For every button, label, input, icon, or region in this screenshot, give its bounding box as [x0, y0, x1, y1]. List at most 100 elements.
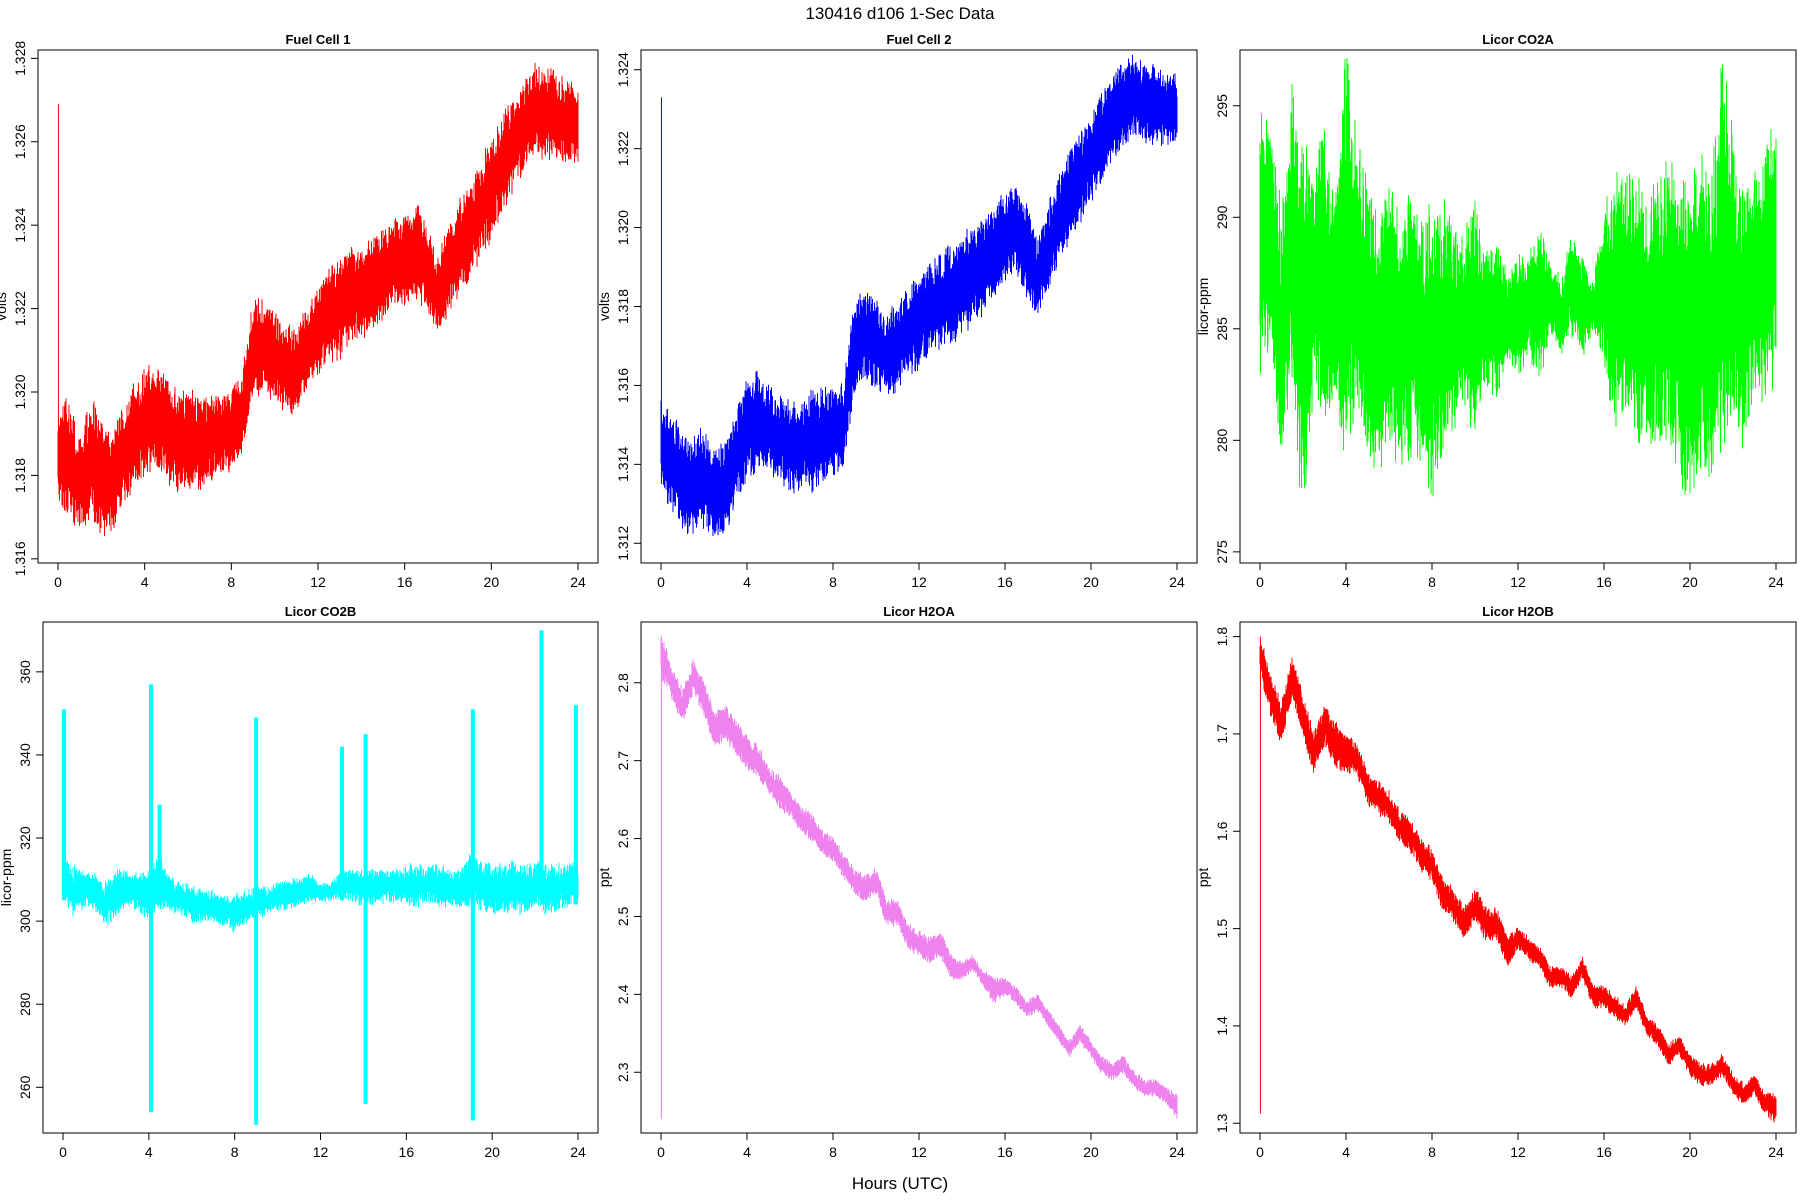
y-tick-label: 1.328 — [12, 41, 28, 76]
x-tick-label: 16 — [399, 1144, 415, 1160]
x-tick-label: 8 — [829, 574, 837, 590]
y-tick-label: 300 — [17, 909, 33, 933]
x-tick-label: 24 — [570, 1144, 586, 1160]
y-tick-label: 1.316 — [615, 368, 631, 403]
x-tick-label: 12 — [911, 1144, 927, 1160]
plot-frame — [1239, 621, 1797, 1134]
panel-title: Fuel Cell 2 — [886, 32, 951, 47]
series-spike — [148, 684, 153, 1113]
panel-title: Fuel Cell 1 — [285, 32, 350, 47]
y-tick-label: 260 — [17, 1075, 33, 1099]
x-tick-label: 24 — [1768, 1144, 1784, 1160]
x-tick-label: 0 — [657, 574, 665, 590]
x-tick-label: 4 — [1342, 1144, 1350, 1160]
x-tick-label: 12 — [1510, 574, 1526, 590]
y-axis-label: licor-ppm — [1195, 278, 1211, 336]
y-tick-label: 1.318 — [615, 289, 631, 324]
y-tick-label: 360 — [17, 660, 33, 684]
series-line — [57, 62, 579, 536]
chart-panel: Fuel Cell 1 volts 0 4 8 12 16 20 24 1.316 1.318 1.3… — [0, 32, 599, 590]
y-tick-label: 1.322 — [615, 131, 631, 166]
y-tick-label: 320 — [17, 826, 33, 850]
x-tick-label: 8 — [231, 1144, 239, 1160]
y-tick-label: 1.320 — [12, 374, 28, 409]
x-tick-label: 24 — [1169, 1144, 1185, 1160]
x-tick-label: 4 — [743, 574, 751, 590]
x-tick-label: 24 — [1169, 574, 1185, 590]
y-tick-label: 1.5 — [1214, 919, 1230, 939]
x-tick-label: 24 — [1768, 574, 1784, 590]
y-tick-label: 1.320 — [615, 210, 631, 245]
y-tick-label: 285 — [1214, 317, 1230, 341]
y-tick-label: 290 — [1214, 205, 1230, 229]
y-tick-label: 275 — [1214, 540, 1230, 564]
figure-title: 130416 d106 1-Sec Data — [805, 4, 995, 23]
series-line — [62, 854, 579, 933]
series-spike — [660, 636, 662, 1119]
series-spike — [660, 97, 662, 485]
panel-title: Licor H2OB — [1482, 604, 1554, 619]
x-tick-label: 20 — [1682, 574, 1698, 590]
series-spike — [254, 717, 259, 1125]
series-line — [1259, 640, 1777, 1123]
x-tick-label: 0 — [657, 1144, 665, 1160]
x-tick-label: 20 — [1682, 1144, 1698, 1160]
x-tick-label: 8 — [829, 1144, 837, 1160]
y-tick-label: 2.3 — [615, 1062, 631, 1082]
series-spike — [573, 705, 578, 905]
chart-panel: Licor H2OB ppt 0 4 8 12 16 20 24 1.3 1.4 1.5 1.6 1.7 1… — [1195, 604, 1797, 1160]
y-tick-label: 1.312 — [615, 526, 631, 561]
x-tick-label: 12 — [310, 574, 326, 590]
chart-panel: Fuel Cell 2 volts 0 4 8 12 16 20 24 1.312 1.314 1.3… — [596, 32, 1198, 590]
y-tick-label: 1.324 — [615, 52, 631, 87]
y-tick-label: 2.5 — [615, 907, 631, 927]
y-tick-label: 1.6 — [1214, 821, 1230, 841]
series-spike — [470, 709, 475, 1121]
series-spike — [339, 746, 344, 901]
y-tick-label: 1.324 — [12, 207, 28, 242]
x-tick-label: 0 — [1256, 574, 1264, 590]
x-tick-label: 4 — [141, 574, 149, 590]
x-tick-label: 20 — [1083, 574, 1099, 590]
panel-title: Licor CO2A — [1482, 32, 1554, 47]
series-spike — [1259, 636, 1261, 1114]
x-tick-label: 4 — [1342, 574, 1350, 590]
series-spike — [539, 630, 544, 905]
chart-panel: Licor CO2A licor-ppm 0 4 8 12 16 20 24 275 280 285 2… — [1195, 32, 1797, 590]
panel-title: Licor H2OA — [883, 604, 955, 619]
x-tick-label: 12 — [1510, 1144, 1526, 1160]
y-axis-label: volts — [0, 292, 9, 321]
x-tick-label: 16 — [397, 574, 413, 590]
y-tick-label: 1.8 — [1214, 627, 1230, 647]
x-tick-label: 12 — [911, 574, 927, 590]
x-tick-label: 0 — [1256, 1144, 1264, 1160]
series-spike — [363, 734, 368, 1104]
series-spike — [62, 709, 67, 901]
y-axis-label: ppt — [596, 868, 612, 888]
chart-panel: Licor H2OA ppt 0 4 8 12 16 20 24 2.3 2.4 2.5 2.6 2.7 2… — [596, 604, 1198, 1160]
y-tick-label: 1.3 — [1214, 1113, 1230, 1133]
y-tick-label: 280 — [1214, 428, 1230, 452]
y-tick-label: 2.4 — [615, 984, 631, 1004]
x-tick-label: 0 — [59, 1144, 67, 1160]
x-tick-label: 24 — [570, 574, 586, 590]
x-tick-label: 4 — [743, 1144, 751, 1160]
y-tick-label: 295 — [1214, 94, 1230, 118]
x-tick-label: 16 — [1596, 574, 1612, 590]
x-tick-label: 16 — [1596, 1144, 1612, 1160]
panel-title: Licor CO2B — [285, 604, 357, 619]
y-axis-label: licor-ppm — [0, 849, 14, 907]
y-tick-label: 2.6 — [615, 829, 631, 849]
x-tick-label: 12 — [313, 1144, 329, 1160]
series-spike — [57, 104, 59, 484]
plot-frame — [640, 621, 1198, 1134]
y-tick-label: 1.4 — [1214, 1016, 1230, 1036]
y-axis-label: volts — [596, 292, 612, 321]
x-tick-label: 4 — [145, 1144, 153, 1160]
y-tick-label: 340 — [17, 743, 33, 767]
x-tick-label: 0 — [54, 574, 62, 590]
x-tick-label: 20 — [1083, 1144, 1099, 1160]
y-tick-label: 2.7 — [615, 751, 631, 771]
